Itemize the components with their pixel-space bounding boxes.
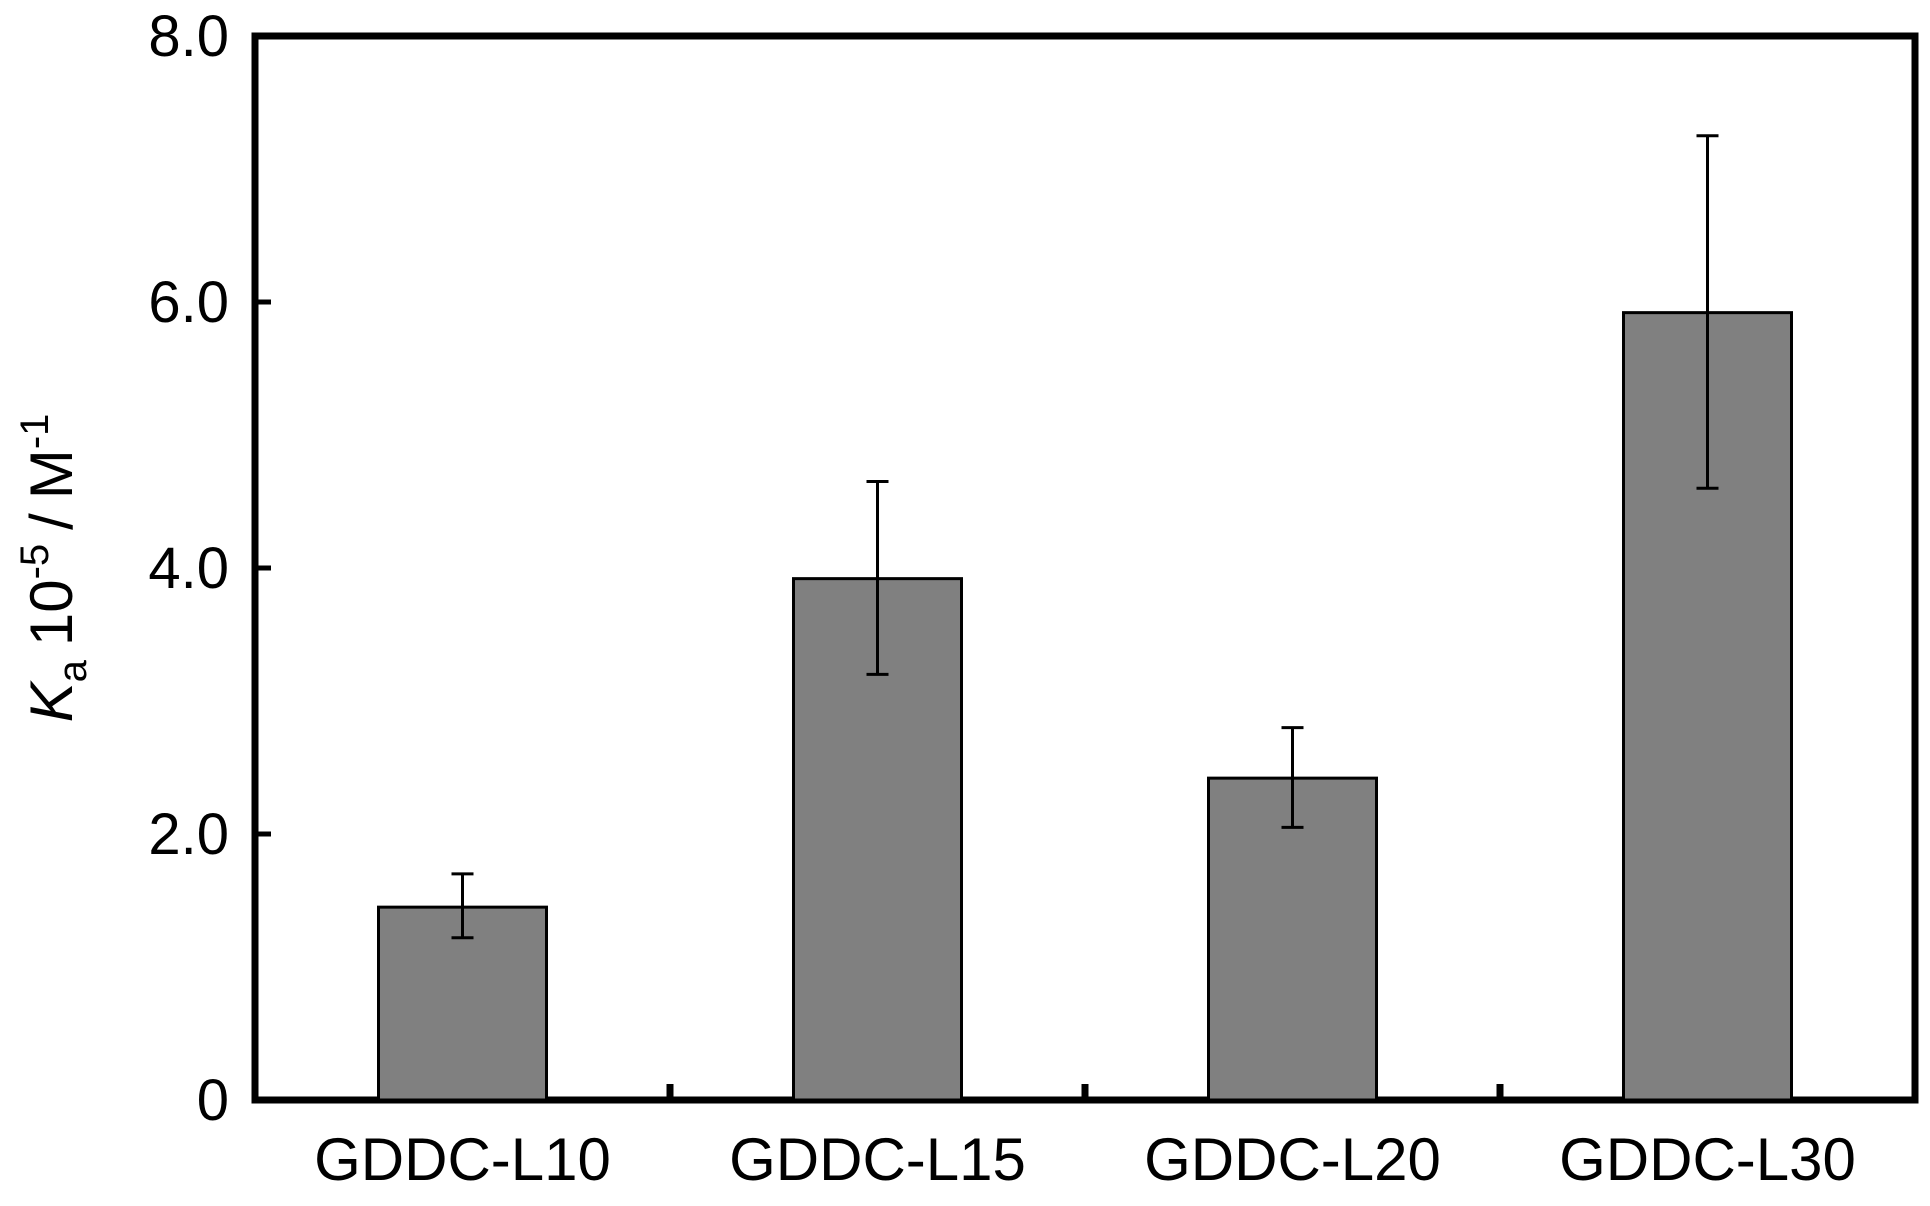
x-axis-category-ticks: GDDC-L10 GDDC-L15 GDDC-L20 GDDC-L30 [314,1084,1856,1193]
error-bar-gddc-l15 [866,480,889,676]
y-tick-label: 2.0 [148,802,229,867]
y-axis-ticks: 0 2.0 4.0 6.0 8.0 [148,4,271,1133]
y-axis-unit-exponent: -1 [13,414,57,450]
y-tick-label: 6.0 [148,270,229,335]
x-tick-label: GDDC-L20 [1144,1126,1441,1193]
y-tick-label: 8.0 [148,4,229,69]
y-axis-factor-exponent: -5 [13,544,57,580]
x-tick-label: GDDC-L15 [729,1126,1026,1193]
y-axis-unit-separator: / [18,513,85,530]
error-bars-layer [451,134,1719,940]
y-tick-label: 4.0 [148,536,229,601]
x-tick-label: GDDC-L30 [1559,1126,1856,1193]
y-axis-unit: M [18,449,85,499]
error-bar-gddc-l30 [1696,134,1719,490]
bars-layer [377,311,1793,1102]
y-tick-label: 0 [197,1068,229,1133]
y-axis-symbol: K [18,679,85,722]
x-tick-label: GDDC-L10 [314,1126,611,1193]
y-axis-title: Ka 10-5 / M-1 [13,414,95,723]
error-bar-gddc-l20 [1281,726,1304,829]
y-axis-factor: 10 [18,579,85,646]
error-bar-gddc-l10 [451,872,474,940]
y-axis-subscript: a [51,659,95,682]
